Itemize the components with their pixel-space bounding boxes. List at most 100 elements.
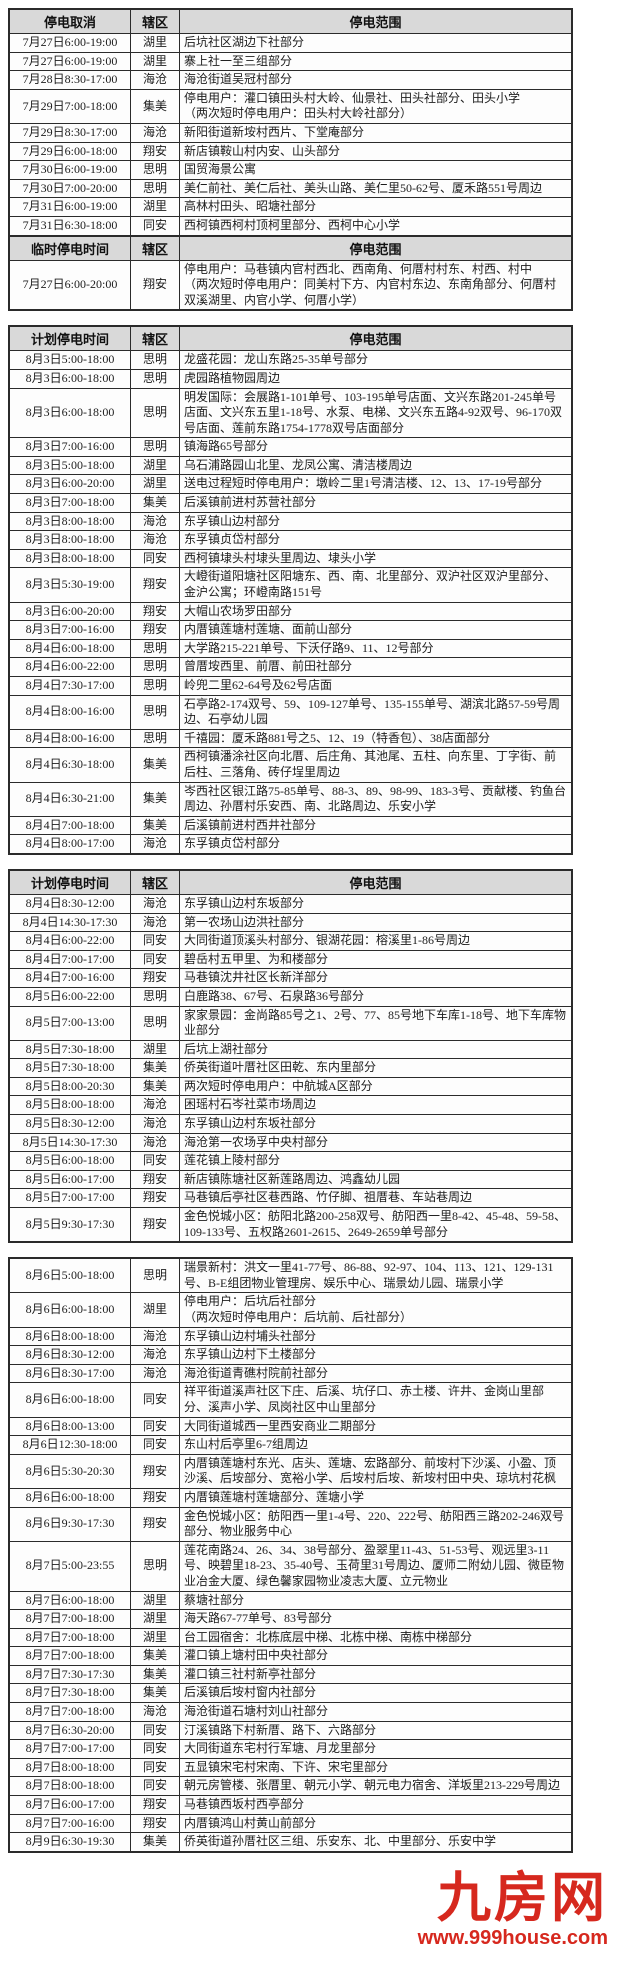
table-row: 8月4日8:00-16:00 思明 石亭路2-174双号、59、109-127单号、… [8,694,573,730]
district-cell: 海沧 [130,834,180,855]
district-cell: 集美 [130,1058,180,1078]
table-row: 8月4日8:00-16:00 思明 千禧园：厦禾路881号之5、12、19（特香包）… [8,728,573,749]
district-cell: 集美 [130,747,180,783]
outage-time-cell: 8月3日6:00-20:00 [8,601,131,622]
outage-time-cell: 8月6日9:30-17:30 [8,1506,131,1542]
district-cell: 翔安 [130,567,180,603]
outage-time-cell: 8月5日6:00-17:00 [8,1169,131,1190]
outage-time-cell: 8月3日5:00-18:00 [8,350,131,370]
outage-time-cell: 8月7日7:00-18:00 [8,1627,131,1648]
outage-temporary-header-range: 停电范围 [179,235,573,261]
outage-range-cell: 马巷镇后亭社区巷西路、竹仔脚、祖厝巷、车站巷周边 [179,1188,573,1209]
district-cell: 思明 [130,350,180,370]
outage-time-cell: 8月3日6:00-18:00 [8,387,131,439]
outage-time-cell: 8月9日6:30-19:30 [8,1832,131,1853]
district-cell: 同安 [130,1416,180,1437]
outage-time-cell: 7月29日6:00-18:00 [8,141,131,162]
outage-planned-2-header-district: 辖区 [130,869,180,895]
outage-time-cell: 8月7日6:30-20:00 [8,1720,131,1741]
outage-time-cell: 8月7日8:00-18:00 [8,1776,131,1797]
outage-range-cell: 侨英街道叶厝社区田乾、东内里部分 [179,1058,573,1078]
outage-time-cell: 8月6日8:00-18:00 [8,1326,131,1347]
outage-time-cell: 8月7日6:00-17:00 [8,1795,131,1815]
outage-time-cell: 8月4日14:30-17:30 [8,912,131,933]
district-cell: 翔安 [130,1813,180,1834]
district-cell: 海沧 [130,70,180,90]
outage-range-cell: 海沧街道吴冠村部分 [179,70,573,90]
outage-cancel-header-district: 辖区 [130,8,180,34]
footer: 九房网 www.999house.com [8,1871,608,1964]
outage-time-cell: 8月5日8:00-18:00 [8,1095,131,1116]
outage-range-cell: 寨上社一至三组部分 [179,51,573,72]
table-row: 8月7日6:30-20:00 同安 汀溪镇路下村新厝、路下、六路部分 [8,1720,573,1741]
district-cell: 思明 [130,1540,180,1592]
table-row: 8月4日7:30-17:00 思明 岭兜二里62-64号及62号店面 [8,676,573,696]
outage-time-cell: 7月29日7:00-18:00 [8,88,131,124]
table-row: 8月3日8:00-18:00 海沧 东孚镇贞岱村部分 [8,530,573,550]
table-row: 8月5日14:30-17:30 海沧 海沧第一农场孚中央村部分 [8,1132,573,1153]
district-cell: 海沧 [130,1326,180,1347]
outage-time-cell: 8月5日8:30-12:00 [8,1114,131,1134]
table-row: 8月3日6:00-18:00 思明 虎园路植物园周边 [8,368,573,389]
outage-range-cell: 海沧街道石塘村刘山社部分 [179,1702,573,1722]
table-row: 8月4日6:30-21:00 集美 岑西社区银江路75-85单号、88-3、89、9… [8,781,573,817]
district-cell: 同安 [130,548,180,569]
outage-range-cell: 岭兜二里62-64号及62号店面 [179,676,573,696]
outage-time-cell: 8月5日8:00-20:30 [8,1076,131,1097]
district-cell: 湖里 [130,455,180,476]
table-row: 8月4日6:00-22:00 同安 大同街道顶溪头村部分、银湖花园：榕溪里1-86号… [8,931,573,951]
table-row: 8月5日6:00-17:00 翔安 新店镇陈塘社区新莲路周边、鸿鑫幼儿园 [8,1169,573,1190]
outage-temporary-table: 临时停电时间 辖区 停电范围 7月27日6:00-20:00 翔安 停电用户：马巷镇内官村… [8,234,573,312]
district-cell: 思明 [130,638,180,659]
outage-range-cell: 东孚镇山边村下土楼部分 [179,1345,573,1365]
district-cell: 集美 [130,1832,180,1853]
table-row: 8月3日6:00-20:00 翔安 大帽山农场罗田部分 [8,601,573,622]
table-row: 8月4日7:00-17:00 同安 碧岳村五甲里、为和楼部分 [8,949,573,970]
outage-time-cell: 8月7日8:00-18:00 [8,1757,131,1778]
district-cell: 海沧 [130,1095,180,1116]
outage-temporary-header-time: 临时停电时间 [8,235,131,261]
district-cell: 翔安 [130,968,180,988]
outage-time-cell: 7月27日6:00-20:00 [8,259,131,311]
table-row: 8月5日6:00-18:00 同安 莲花镇上陵村部分 [8,1151,573,1171]
table-row: 8月7日8:00-18:00 同安 五显镇宋宅村宋南、下许、宋宅里部分 [8,1757,573,1778]
outage-range-cell: 石亭路2-174双号、59、109-127单号、135-155单号、湖滨北路57… [179,694,573,730]
district-cell: 翔安 [130,141,180,162]
table-row: 8月5日7:30-18:00 湖里 后坑上湖社部分 [8,1039,573,1060]
outage-range-cell: 千禧园：厦禾路881号之5、12、19（特香包）、38店面部分 [179,728,573,749]
outage-time-cell: 8月4日6:00-22:00 [8,931,131,951]
district-cell: 同安 [130,1435,180,1455]
district-cell: 海沧 [130,1114,180,1134]
outage-range-cell: 大嶝街道阳塘社区阳塘东、西、南、北里部分、双沪社区双沪里部分、金沪公寓；环嶝南路… [179,567,573,603]
outage-planned-2-header-time: 计划停电时间 [8,869,131,895]
outage-time-cell: 8月4日7:00-16:00 [8,968,131,988]
outage-range-cell: 国贸海景公寓 [179,160,573,180]
district-cell: 思明 [130,1005,180,1041]
outage-range-cell: 大同街道城西一里西安商业二期部分 [179,1416,573,1437]
logo-url: www.999house.com [417,1926,608,1949]
outage-range-cell: 送电过程短时停电用户：墩岭二里1号清洁楼、12、13、17-19号部分 [179,474,573,495]
district-cell: 湖里 [130,1609,180,1629]
table-row: 8月6日5:30-20:30 翔安 内厝镇莲塘村东光、店头、莲塘、宏路部分、前垵村下… [8,1453,573,1489]
outage-time-cell: 7月28日8:30-17:00 [8,70,131,90]
outage-time-cell: 8月4日8:00-16:00 [8,694,131,730]
table-row: 8月4日14:30-17:30 海沧 第一农场山边洪社部分 [8,912,573,933]
table-row: 8月6日9:30-17:30 翔安 金色悦城小区：舫阳西一里1-4号、220、222… [8,1506,573,1542]
outage-time-cell: 8月4日8:00-16:00 [8,728,131,749]
outage-range-cell: 海沧第一农场孚中央村部分 [179,1132,573,1153]
district-cell: 湖里 [130,51,180,72]
outage-time-cell: 8月5日7:00-17:00 [8,1188,131,1209]
table-row: 8月3日7:00-16:00 翔安 内厝镇莲塘村莲塘、面前山部分 [8,620,573,640]
table-row: 8月5日7:00-13:00 思明 家家景园：金尚路85号之1、2号、77、85号地… [8,1005,573,1041]
outage-range-cell: 大同街道顶溪头村部分、银湖花园：榕溪里1-86号周边 [179,931,573,951]
outage-time-cell: 8月7日7:30-18:00 [8,1683,131,1704]
outage-time-cell: 8月7日6:00-18:00 [8,1590,131,1611]
outage-time-cell: 7月31日6:00-19:00 [8,197,131,217]
outage-range-cell: 西柯镇西柯村顶柯里部分、西柯中心小学 [179,215,573,237]
outage-range-cell: 龙盛花园：龙山东路25-35单号部分 [179,350,573,370]
outage-time-cell: 8月3日5:30-19:00 [8,567,131,603]
district-cell: 湖里 [130,33,180,53]
outage-time-cell: 7月31日6:30-18:00 [8,215,131,237]
table-row: 8月3日7:00-16:00 思明 镇海路65号部分 [8,437,573,457]
